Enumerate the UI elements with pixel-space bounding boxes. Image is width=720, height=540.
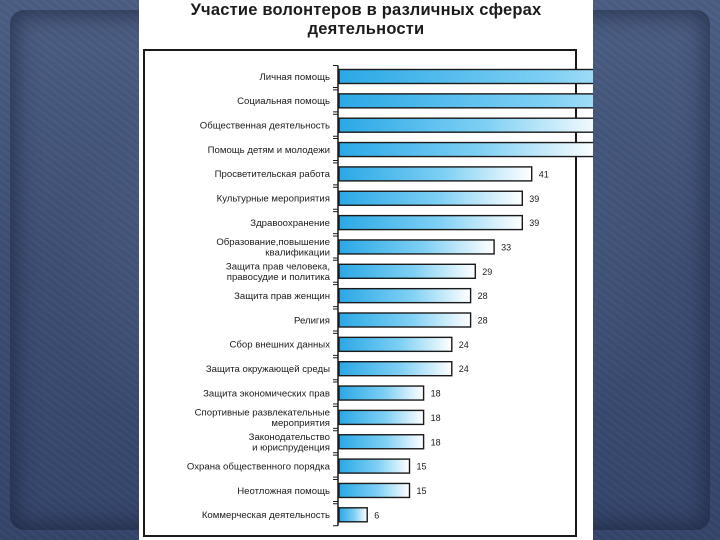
category-label: Здравоохранение [250, 218, 330, 229]
value-label: 28 [478, 316, 488, 326]
bar [338, 458, 411, 474]
chart-panel: Участие волонтеров в различных сферах де… [139, 0, 593, 540]
axis-tick [333, 113, 338, 137]
category-label: Общественная деятельность [200, 121, 330, 132]
category-label: Культурные мероприятия [217, 194, 330, 205]
value-label: 15 [417, 486, 427, 496]
bar [338, 361, 453, 377]
value-label: 18 [431, 437, 441, 447]
axis-tick [333, 478, 338, 502]
axis-tick [333, 65, 338, 88]
value-label: 41 [539, 169, 549, 179]
category-label: Образование,повышение квалификации [216, 237, 330, 259]
category-label: Законодательство и юриспруденция [249, 432, 330, 454]
axis-tick [333, 162, 338, 186]
value-label: 18 [431, 413, 441, 423]
category-label: Защита прав женщин [234, 291, 330, 302]
bar [338, 93, 593, 109]
bar [338, 141, 593, 158]
bar [338, 482, 411, 499]
axis-tick [333, 259, 338, 283]
bar-chart: Личная помощь82Социальная помощь81Общест… [187, 65, 593, 527]
value-label: 29 [482, 267, 492, 277]
value-label: 24 [459, 340, 469, 350]
bar [338, 117, 593, 133]
category-label: Коммерческая деятельность [202, 510, 330, 521]
axis-tick [333, 211, 338, 235]
category-label: Религия [294, 315, 330, 326]
axis-tick [333, 308, 338, 332]
bar [338, 214, 524, 231]
category-label: Защита окружающей среды [206, 364, 330, 375]
axis-tick [333, 381, 338, 405]
value-label: 28 [478, 291, 488, 301]
value-label: 6 [374, 510, 379, 520]
axis-tick [333, 186, 338, 210]
category-label: Спортивные развлекательные мероприятия [195, 407, 330, 429]
category-label: Неотложная помощь [237, 486, 330, 497]
axis-tick [333, 89, 338, 113]
plot-frame [143, 49, 577, 537]
bar [338, 409, 425, 426]
axis-tick [333, 430, 338, 454]
axis-tick [333, 332, 338, 356]
bar [338, 507, 368, 523]
value-label: 18 [431, 389, 441, 399]
value-label: 24 [459, 364, 469, 374]
bar [338, 190, 524, 206]
bar [338, 336, 453, 353]
chart-title-line-2: деятельности [307, 20, 425, 38]
axis-tick [333, 284, 338, 308]
value-label: 39 [529, 218, 539, 228]
bar [338, 239, 495, 255]
bar [338, 312, 472, 328]
axis-tick [333, 138, 338, 162]
category-label: Помощь детям и молодежи [208, 145, 330, 156]
bar [338, 385, 425, 401]
axis-tick [333, 357, 338, 381]
category-label: Личная помощь [259, 72, 330, 83]
bar [338, 287, 472, 304]
category-label: Просветительская работа [215, 169, 331, 180]
axis-tick [333, 503, 338, 527]
category-label: Охрана общественного порядка [187, 461, 331, 472]
category-label: Социальная помощь [237, 96, 330, 107]
bar [338, 68, 593, 85]
axis-tick [333, 454, 338, 478]
bar [338, 263, 477, 279]
value-label: 33 [501, 242, 511, 252]
bar [338, 166, 533, 182]
axis-tick [333, 235, 338, 259]
category-label: Защита экономических прав [203, 388, 330, 399]
chart-title: Участие волонтеров в различных сферах де… [139, 1, 593, 39]
bar [338, 434, 425, 450]
axis-tick [333, 405, 338, 429]
value-label: 15 [417, 462, 427, 472]
chart-title-line-1: Участие волонтеров в различных сферах [190, 1, 542, 19]
category-label: Защита прав человека, правосудие и полити… [226, 261, 331, 283]
value-label: 39 [529, 194, 539, 204]
category-label: Сбор внешних данных [229, 340, 330, 351]
